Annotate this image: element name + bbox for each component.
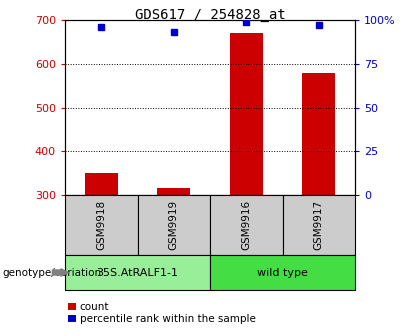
- Text: GSM9919: GSM9919: [169, 200, 179, 250]
- Bar: [230, 33, 262, 195]
- Bar: [158, 188, 190, 195]
- Text: wild type: wild type: [257, 267, 308, 278]
- Text: GSM9918: GSM9918: [96, 200, 106, 250]
- Text: 35S.AtRALF1-1: 35S.AtRALF1-1: [97, 267, 178, 278]
- Text: GSM9916: GSM9916: [241, 200, 251, 250]
- Text: GSM9917: GSM9917: [314, 200, 324, 250]
- Bar: [302, 73, 335, 195]
- Text: genotype/variation: genotype/variation: [2, 267, 101, 278]
- Text: percentile rank within the sample: percentile rank within the sample: [80, 314, 256, 324]
- Bar: [85, 173, 118, 195]
- Text: GDS617 / 254828_at: GDS617 / 254828_at: [135, 8, 285, 23]
- Text: count: count: [80, 302, 109, 312]
